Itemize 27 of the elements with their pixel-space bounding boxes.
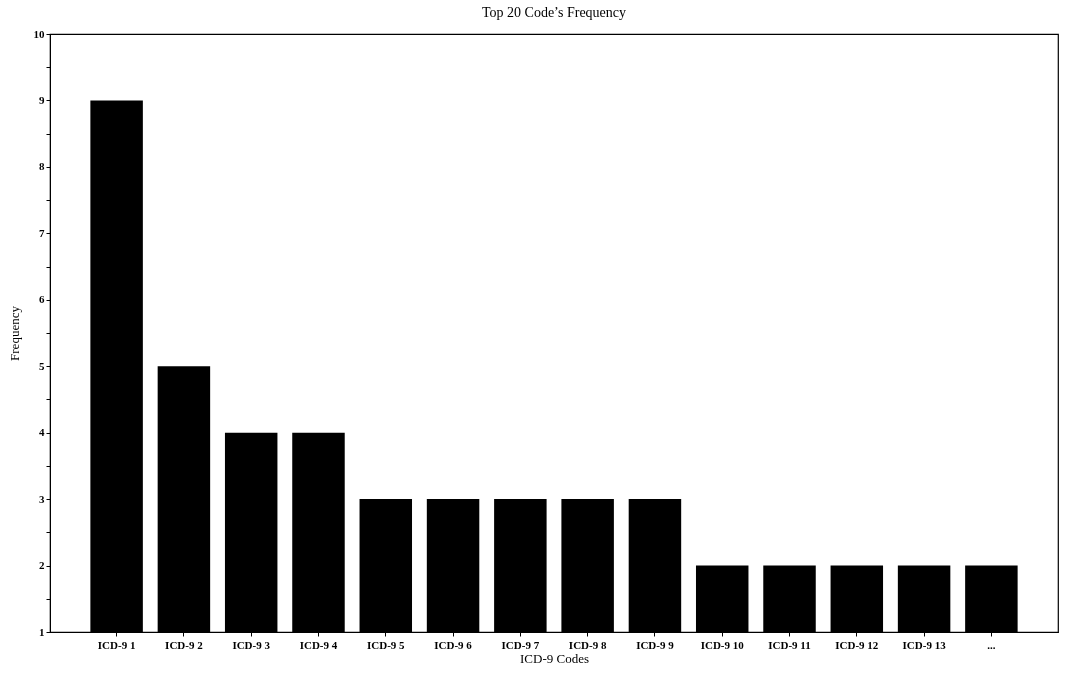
- x-tick-label: ICD-9 5: [366, 638, 406, 651]
- y-tick-label: 7: [39, 226, 45, 239]
- y-tick-label: 1: [39, 625, 45, 638]
- y-tick-label: 8: [39, 160, 45, 173]
- y-tick-label: 9: [39, 93, 45, 106]
- y-tick-label: 10: [33, 27, 45, 40]
- x-tick-label: ...: [987, 638, 996, 651]
- x-tick-label: ICD-9 7: [501, 638, 540, 651]
- x-axis-title: ICD-9 Codes: [520, 650, 589, 666]
- x-tick-label: ICD-9 12: [835, 638, 879, 651]
- chart-title: Top 20 Code’s Frequency: [481, 5, 627, 20]
- y-tick-label: 2: [39, 559, 45, 572]
- x-tick-label: ICD-9 8: [568, 638, 607, 651]
- x-tick-label: ICD-9 13: [902, 638, 947, 651]
- x-tick-label: ICD-9 10: [700, 638, 745, 651]
- y-tick-label: 5: [39, 359, 45, 372]
- x-tick-label: ICD-9 6: [434, 638, 473, 651]
- x-tick-label: ICD-9 11: [768, 638, 811, 651]
- x-tick-label: ICD-9 3: [232, 638, 271, 651]
- y-axis-title: Frequency: [6, 305, 22, 361]
- x-tick-label: ICD-9 2: [165, 638, 204, 651]
- x-tick-label: ICD-9 9: [636, 638, 675, 651]
- y-tick-label: 3: [39, 492, 45, 505]
- y-tick-label: 6: [39, 293, 45, 306]
- x-tick-label: ICD-9 4: [299, 638, 338, 651]
- y-tick-label: 4: [39, 426, 45, 439]
- x-tick-label: ICD-9 1: [97, 638, 136, 651]
